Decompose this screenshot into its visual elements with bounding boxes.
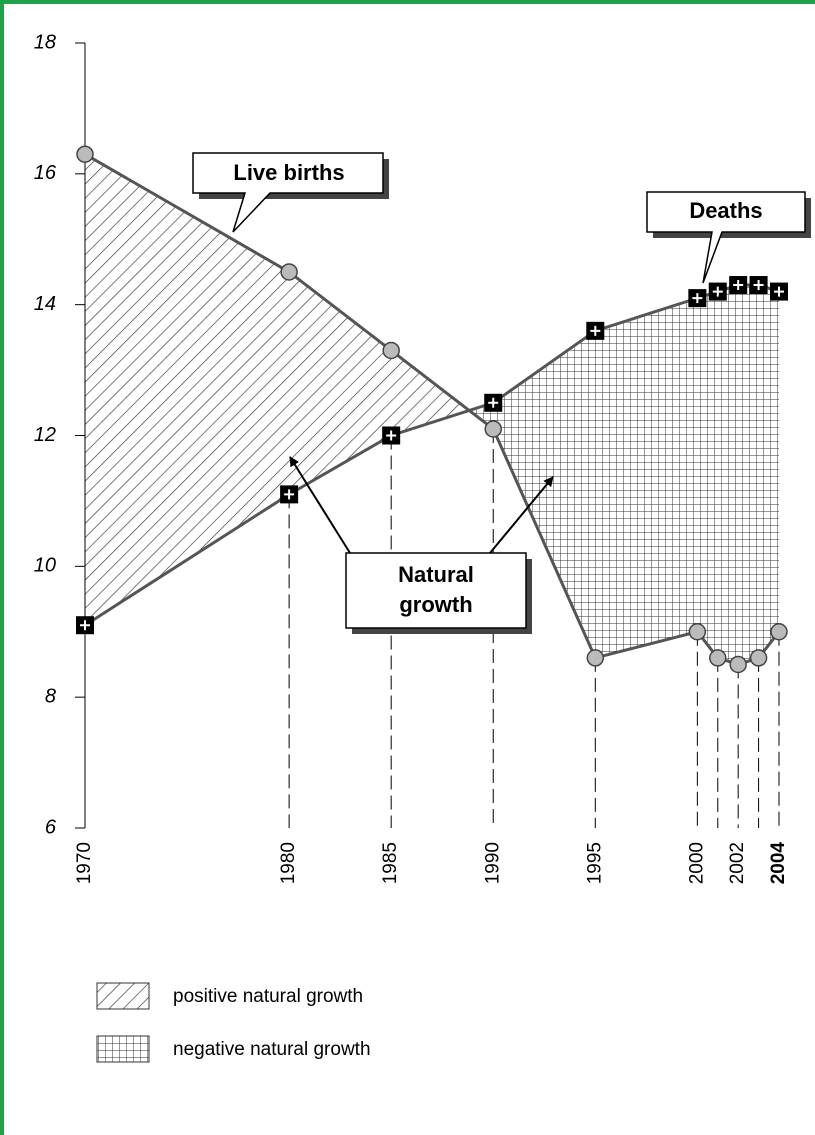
x-tick-label: 2004: [768, 842, 789, 885]
border-left: [0, 0, 4, 1135]
birth-marker: [729, 655, 747, 674]
x-tick-label: 2002: [727, 842, 748, 884]
birth-marker: [484, 420, 502, 438]
marker-plus: [284, 489, 295, 500]
legend-label: positive natural growth: [173, 986, 363, 1007]
death-marker: [770, 282, 788, 301]
marker-plus: [712, 286, 723, 297]
series-line: [84, 283, 780, 627]
callout-text: Natural: [398, 562, 474, 587]
birth-marker: [709, 649, 727, 667]
series-line: [84, 152, 781, 667]
y-tick-label: 14: [34, 293, 56, 315]
birth-marker: [688, 623, 707, 641]
birth-marker: [280, 263, 298, 281]
marker-plus: [774, 286, 784, 297]
y-tick-label: 18: [34, 31, 56, 53]
death-marker: [729, 276, 748, 295]
legend-swatch: [96, 982, 150, 1010]
birth-marker: [770, 623, 788, 641]
marker-plus: [488, 397, 499, 408]
y-tick-label: 10: [34, 555, 56, 577]
birth-marker: [76, 145, 94, 163]
birth-marker: [586, 649, 605, 667]
x-tick-label: 2000: [686, 842, 707, 884]
legend-swatch: [96, 1035, 150, 1063]
x-tick-label: 1985: [380, 842, 401, 884]
x-tick-label: 1970: [74, 842, 95, 884]
death-marker: [76, 616, 94, 635]
callout-text: Deaths: [689, 198, 762, 223]
positive-area: [85, 154, 470, 626]
y-tick-label: 6: [45, 816, 57, 838]
death-marker: [749, 276, 768, 295]
x-tick-label: 1995: [584, 842, 605, 884]
callout-text: Live births: [233, 160, 344, 185]
x-tick-label: 1980: [278, 842, 299, 884]
death-marker: [280, 485, 299, 504]
y-tick-label: 8: [45, 685, 56, 707]
birth-marker: [749, 649, 768, 667]
border-top: [0, 0, 815, 4]
marker-plus: [80, 620, 90, 631]
callout-natural-growth: Natural growth: [289, 456, 554, 634]
x-tick-label: 1990: [482, 842, 503, 884]
y-tick-label: 16: [34, 162, 57, 184]
death-marker: [382, 426, 401, 445]
marker-plus: [692, 293, 703, 304]
death-marker: [586, 321, 605, 340]
marker-plus: [590, 325, 601, 336]
marker-plus: [753, 280, 764, 291]
death-marker: [708, 282, 727, 301]
birth-marker: [382, 341, 400, 360]
death-marker: [688, 289, 707, 308]
callout-text: growth: [399, 592, 472, 617]
callout-live-births: Live births: [192, 152, 389, 233]
marker-plus: [386, 430, 397, 441]
callout-deaths: Deaths: [646, 191, 811, 284]
legend-label: negative natural growth: [173, 1039, 371, 1060]
death-marker: [484, 393, 503, 412]
y-tick-label: 12: [34, 424, 56, 446]
negative-area: [469, 285, 779, 665]
marker-plus: [733, 280, 744, 291]
